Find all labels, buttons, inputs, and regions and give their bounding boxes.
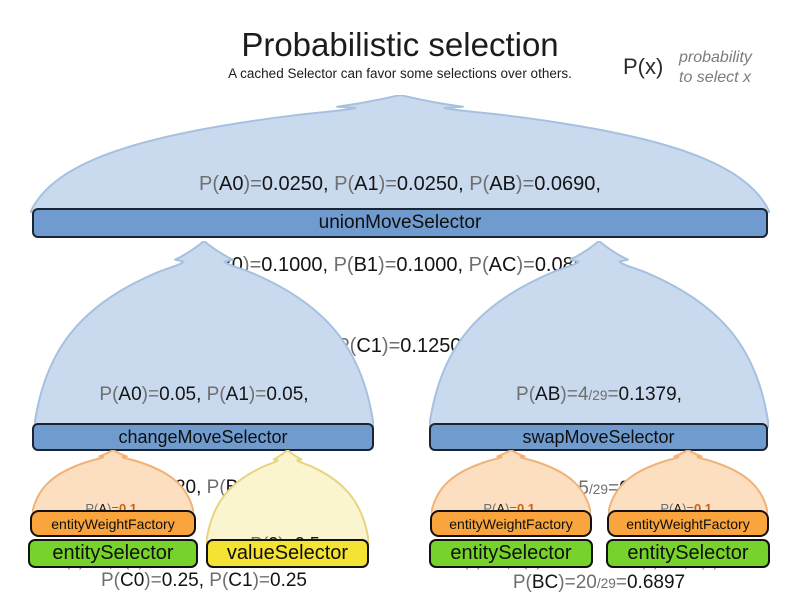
page-subtitle: A cached Selector can favor some selecti… [228,66,572,81]
entity-selector-box-1: entitySelector [28,539,198,568]
entity-weight-funnel-2 [431,450,591,514]
probability-caption-line2: to select x [679,69,752,86]
swap-probabilities-line1: P(AB)=4/29=0.1379, [516,384,682,405]
union-probability-funnel [30,95,770,213]
change-probabilities-line1: P(A0)=0.05, P(A1)=0.05, [99,384,309,405]
entity-weight-funnel-1 [32,450,194,514]
change-move-selector-bar: changeMoveSelector [32,423,374,451]
change-probabilities-line3: P(C0)=0.25, P(C1)=0.25 [101,570,307,591]
entity-selector-box-3: entitySelector [606,539,770,568]
entity-weight-funnel-1-shape [32,450,194,514]
value-funnel-shape [206,450,369,544]
swap-funnel-shape [429,241,769,428]
swap-move-selector-label: swapMoveSelector [522,426,675,447]
entity-weight-funnel-2-shape [431,450,591,514]
entity-weight-factory-box-2: entityWeightFactory [430,510,592,537]
union-move-selector-label: unionMoveSelector [318,212,482,233]
swap-probabilities-line3: P(BC)=20/29=0.6897 [512,572,686,593]
union-probabilities-line1: P(A0)=0.0250, P(A1)=0.0250, P(AB)=0.0690… [199,173,601,195]
value-selector-label: valueSelector [226,542,349,564]
probability-caption-line1: probability [679,49,752,66]
swap-probability-funnel [429,241,769,428]
entity-weight-factory-box-3: entityWeightFactory [607,510,769,537]
union-move-selector-bar: unionMoveSelector [32,208,768,238]
entity-weight-funnel-3 [608,450,768,514]
value-selector-box: valueSelector [206,539,369,568]
swap-move-selector-bar: swapMoveSelector [429,423,768,451]
entity-weight-factory-box-1: entityWeightFactory [30,510,196,537]
change-funnel-shape [34,241,374,428]
entity-weight-funnel-3-shape [608,450,768,514]
page-title: Probabilistic selection [241,26,559,63]
entity-weight-factory-label-2: entityWeightFactory [449,515,573,532]
entity-selector-label-1: entitySelector [52,542,174,564]
probability-symbol-caption: probability to select x [679,48,789,88]
value-probability-funnel [206,450,369,544]
entity-weight-factory-label-1: entityWeightFactory [51,515,175,532]
change-probability-funnel [34,241,374,428]
entity-selector-label-3: entitySelector [627,542,749,564]
union-funnel-shape [30,95,770,213]
entity-selector-label-2: entitySelector [450,542,572,564]
probability-symbol-label: P(x) [623,54,664,79]
change-move-selector-label: changeMoveSelector [118,426,288,447]
entity-weight-factory-label-3: entityWeightFactory [626,515,750,532]
entity-selector-box-2: entitySelector [429,539,593,568]
